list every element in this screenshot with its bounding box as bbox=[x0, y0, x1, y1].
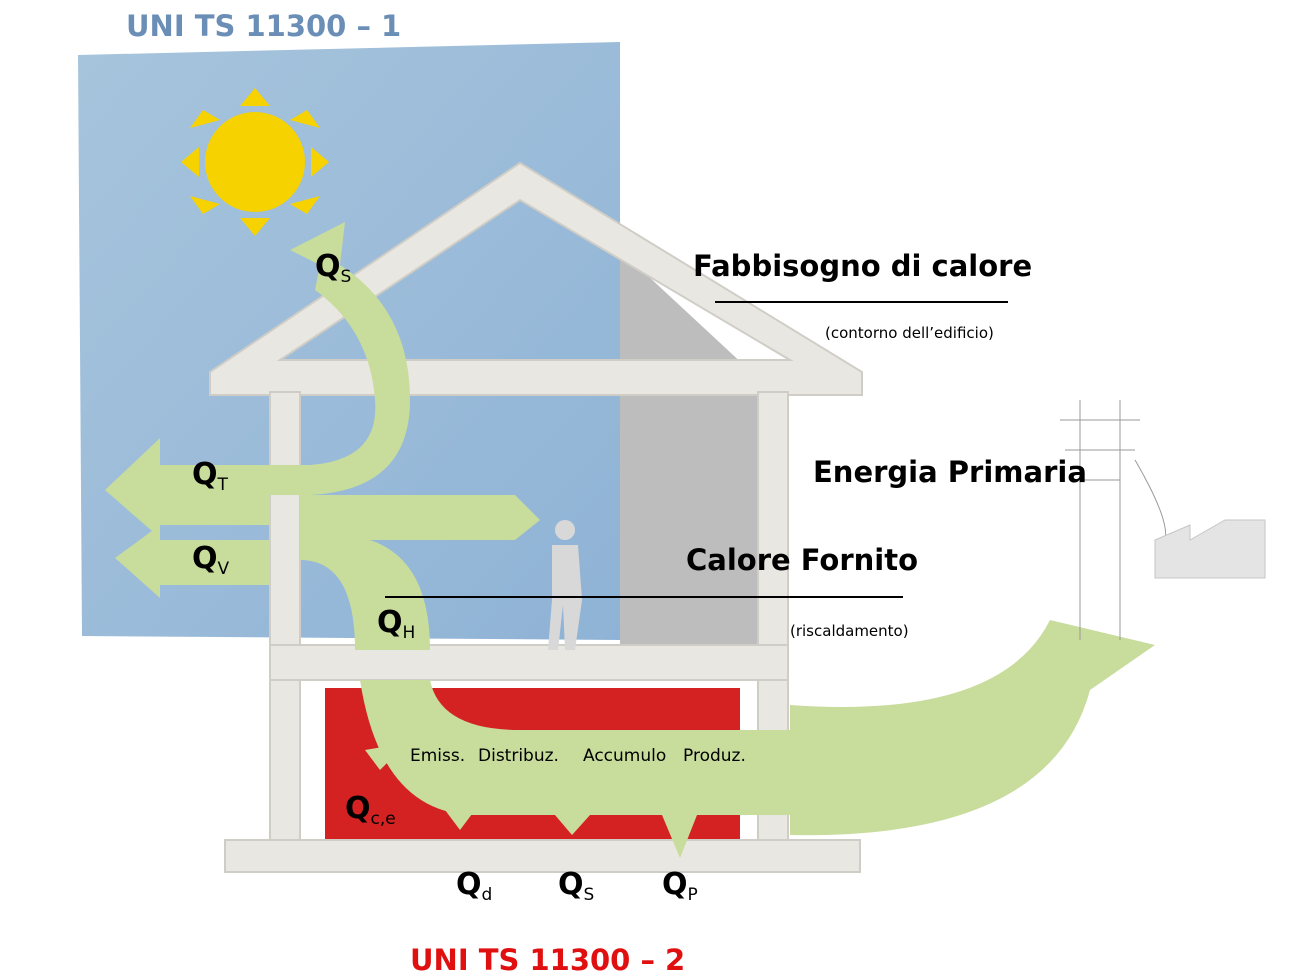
stage-label: Accumulo bbox=[583, 746, 666, 766]
flow-symbol: Q bbox=[315, 249, 341, 284]
flow-symbol: Q bbox=[456, 867, 482, 902]
label: Calore Fornito bbox=[686, 543, 918, 577]
flow-subscript: S bbox=[584, 885, 595, 905]
flow-symbol: Q bbox=[558, 867, 584, 902]
stage-label: Distribuz. bbox=[478, 746, 559, 766]
flow-subscript: c,e bbox=[371, 809, 396, 829]
flow-subscript: S bbox=[341, 267, 352, 287]
flow-subscript: P bbox=[688, 885, 698, 905]
label: (riscaldamento) bbox=[790, 622, 909, 640]
flow-subscript: T bbox=[217, 475, 229, 495]
title-top: UNI TS 11300 – 1 bbox=[126, 9, 401, 43]
flow-symbol: Q bbox=[377, 605, 403, 640]
flow-subscript: d bbox=[482, 885, 493, 905]
flow-symbol: Q bbox=[192, 541, 218, 576]
flow-symbol: Q bbox=[192, 457, 218, 492]
flow-subscript: V bbox=[218, 559, 230, 579]
flow-symbol: Q bbox=[345, 791, 371, 826]
label: Fabbisogno di calore bbox=[693, 249, 1032, 283]
label: Energia Primaria bbox=[813, 455, 1087, 489]
stage-label: Emiss. bbox=[410, 746, 465, 766]
title-bottom: UNI TS 11300 – 2 bbox=[410, 943, 685, 976]
diagram: UNI TS 11300 – 1 UNI TS 11300 – 2 Fabbis… bbox=[0, 0, 1301, 976]
page: UNI TS 11300 – 1 UNI TS 11300 – 2 Fabbis… bbox=[0, 0, 1301, 976]
label: (contorno dell’edificio) bbox=[825, 324, 994, 342]
stage-label: Produz. bbox=[683, 746, 746, 766]
flow-subscript: H bbox=[403, 623, 416, 643]
flow-symbol: Q bbox=[662, 867, 688, 902]
